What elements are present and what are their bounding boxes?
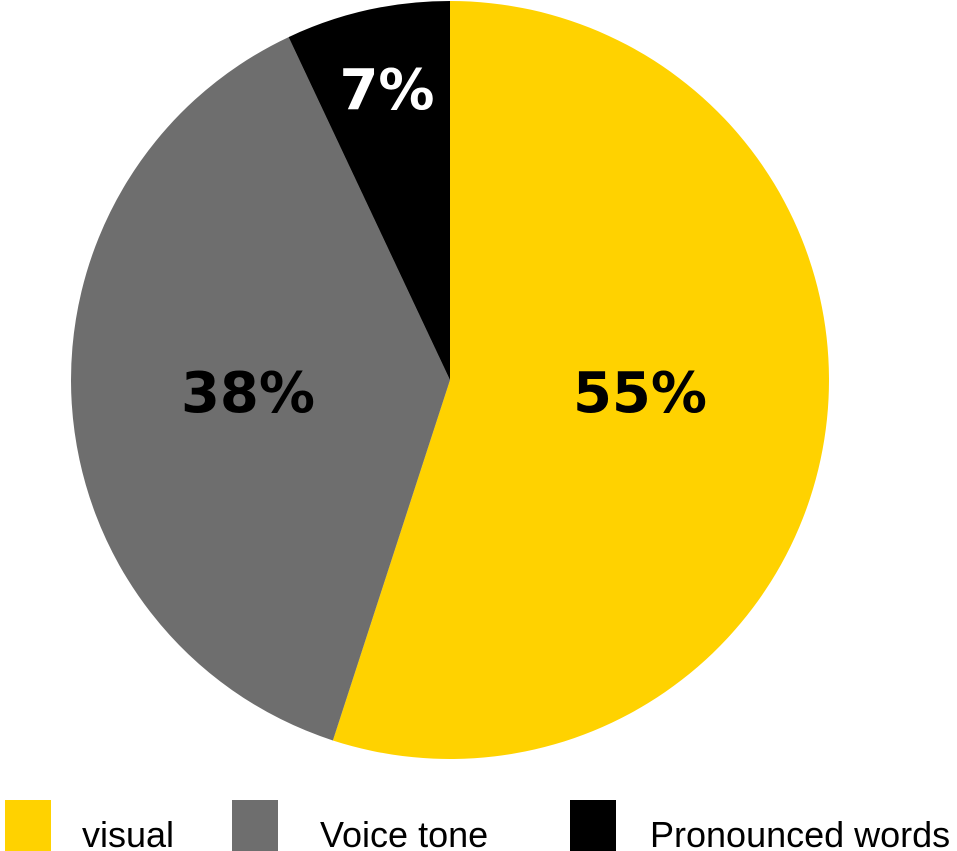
chart-legend: visual Voice tone Pronounced words xyxy=(5,800,950,851)
pie-slice-labels: 55% 38% 7% xyxy=(181,58,707,426)
legend-label-visual: visual xyxy=(82,814,174,851)
legend-swatch-voice-tone xyxy=(232,800,278,851)
legend-swatch-pronounced-words xyxy=(570,800,616,851)
pie-slices xyxy=(70,1,829,760)
pie-slice-visual xyxy=(332,1,829,760)
legend-label-voice-tone: Voice tone xyxy=(320,814,488,851)
pie-slice-label-voice-tone: 38% xyxy=(181,361,315,426)
pie-slice-voice-tone xyxy=(70,37,450,741)
legend-swatch-visual xyxy=(5,800,51,851)
legend-label-pronounced-words: Pronounced words xyxy=(650,814,950,851)
pie-slice-pronounced-words xyxy=(288,1,450,380)
pie-slice-label-pronounced-words: 7% xyxy=(339,58,434,123)
pie-slice-label-visual: 55% xyxy=(573,361,707,426)
